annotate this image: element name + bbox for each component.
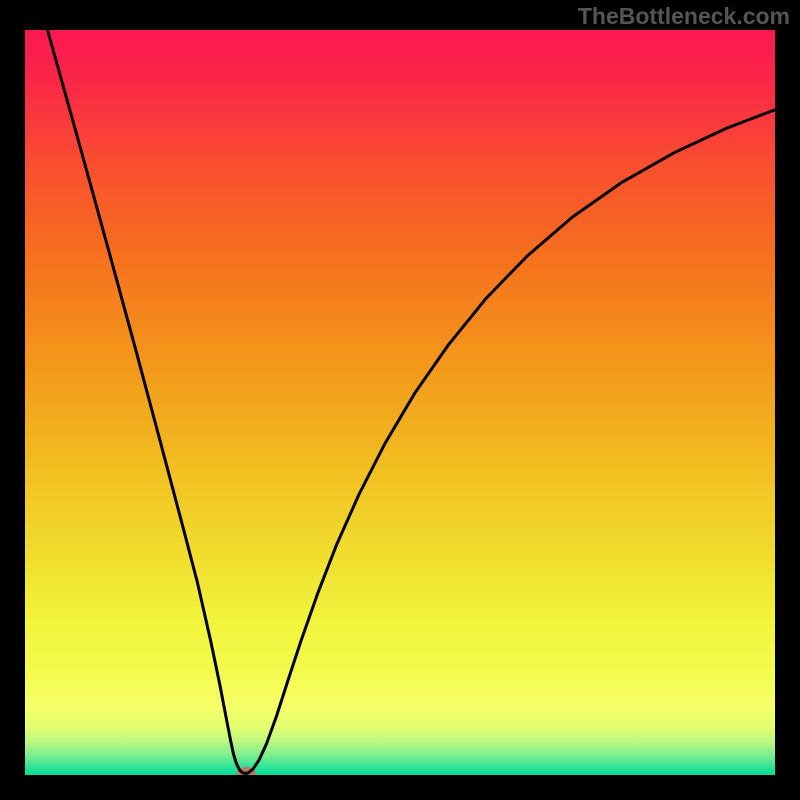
plot-svg [25,30,775,775]
attribution-label: TheBottleneck.com [578,3,790,30]
gradient-background [25,30,775,775]
plot-container [25,30,775,775]
